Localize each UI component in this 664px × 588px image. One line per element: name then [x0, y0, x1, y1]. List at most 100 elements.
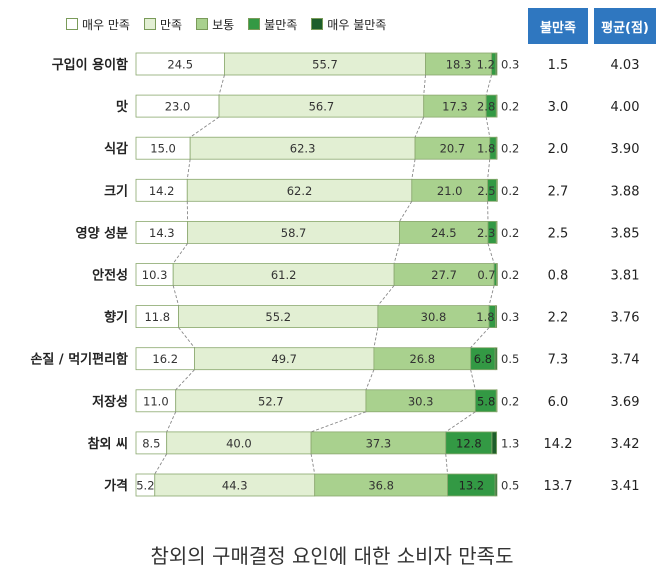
- data-label: 0.3: [501, 58, 519, 72]
- legend-item: 만족: [143, 16, 183, 33]
- bar-segment: [495, 305, 498, 329]
- legend-swatch: [143, 18, 156, 30]
- data-label: 61.2: [271, 268, 297, 282]
- chart-title: 참외의 구매결정 요인에 대한 소비자 만족도: [150, 544, 514, 568]
- bar-segment: [496, 263, 498, 286]
- connector-line: [485, 117, 491, 138]
- average-score-value: 4.00: [611, 100, 640, 115]
- dissatisfaction-value: 3.0: [548, 100, 569, 115]
- data-label: 0.7: [477, 268, 495, 282]
- data-label: 0.5: [501, 352, 519, 366]
- connector-line: [423, 74, 426, 96]
- category-label: 맛: [116, 99, 128, 115]
- bar-segment: [495, 52, 498, 76]
- bar-segment: [495, 94, 498, 118]
- data-label: 16.2: [152, 352, 178, 366]
- bar-segment: [495, 220, 498, 244]
- data-label: 58.7: [281, 226, 307, 240]
- data-label: 1.2: [477, 58, 495, 72]
- data-label: 1.3: [501, 436, 519, 450]
- data-label: 20.7: [440, 142, 466, 156]
- connector-line: [172, 285, 180, 306]
- category-label: 식감: [104, 141, 128, 157]
- bar-segment: [495, 389, 498, 413]
- legend-label: 불만족: [264, 17, 298, 32]
- dissatisfaction-value: 6.0: [548, 395, 569, 410]
- connector-line: [393, 243, 400, 264]
- legend-label: 매우 만족: [82, 17, 130, 32]
- legend-swatch: [196, 18, 209, 30]
- dissatisfaction-value: 2.5: [548, 226, 569, 241]
- data-label: 5.8: [477, 394, 495, 408]
- data-label: 1.8: [476, 310, 494, 324]
- average-score-value: 3.81: [611, 269, 640, 284]
- data-label: 24.5: [431, 226, 457, 240]
- category-label: 영양 성분: [76, 226, 128, 241]
- connector-line: [445, 411, 476, 433]
- legend-label: 만족: [159, 17, 183, 32]
- data-label: 1.8: [477, 142, 495, 156]
- connector-line: [487, 243, 495, 264]
- bar-segment: [495, 136, 498, 160]
- legend-label: 보통: [212, 17, 235, 32]
- data-label: 30.8: [421, 310, 447, 324]
- data-label: 0.2: [501, 226, 519, 240]
- connector-line: [487, 159, 491, 180]
- data-label: 55.7: [312, 58, 338, 72]
- data-label: 15.0: [150, 142, 176, 156]
- connector-line: [414, 116, 425, 138]
- category-label: 향기: [104, 310, 128, 326]
- data-label: 0.2: [501, 268, 519, 282]
- average-score-value: 3.74: [611, 353, 640, 368]
- connector-line: [175, 369, 195, 391]
- data-label: 11.8: [144, 310, 170, 324]
- legend-swatch: [248, 18, 261, 30]
- connector-line: [373, 327, 379, 348]
- data-label: 24.5: [167, 58, 193, 72]
- data-label: 0.2: [501, 100, 519, 114]
- stacked-bars: 24.5 55.7 18.3 1.2 0.3 23.0 56.7 17.3 2.8 0.2 15.0…: [135, 52, 519, 497]
- data-label: 12.8: [456, 436, 482, 450]
- legend-label: 매우 불만족: [327, 17, 387, 32]
- dissatisfaction-value: 2.2: [548, 311, 569, 326]
- connector-line: [485, 74, 493, 96]
- connector-lines: [154, 74, 495, 475]
- connector-line: [470, 369, 476, 390]
- data-label: 44.3: [222, 479, 248, 493]
- data-label: 2.5: [477, 184, 495, 198]
- dissatisfaction-value: 1.5: [548, 58, 569, 73]
- legend-item: 보통: [196, 16, 234, 33]
- connector-line: [470, 327, 490, 349]
- category-label: 구입이 용이함: [52, 57, 128, 73]
- average-score-value: 3.41: [611, 479, 640, 494]
- legend-swatch: [311, 18, 324, 30]
- connector-line: [186, 159, 191, 180]
- bar-segment: [491, 431, 498, 455]
- average-score-value: 3.76: [611, 311, 640, 326]
- connector-line: [411, 159, 416, 180]
- data-label: 21.0: [437, 184, 463, 198]
- data-label: 2.8: [477, 100, 495, 114]
- dissatisfaction-value: 2.0: [548, 142, 569, 157]
- data-label: 0.2: [501, 142, 519, 156]
- connector-line: [377, 285, 395, 306]
- data-label: 14.2: [149, 184, 175, 198]
- data-label: 56.7: [309, 100, 335, 114]
- data-label: 62.2: [287, 184, 313, 198]
- connector-line: [189, 116, 220, 138]
- category-label: 저장성: [92, 394, 128, 410]
- data-label: 2.3: [477, 226, 495, 240]
- data-label: 17.3: [442, 100, 468, 114]
- data-label: 27.7: [431, 268, 457, 282]
- data-label: 10.3: [142, 268, 168, 282]
- data-label: 8.5: [142, 436, 160, 450]
- connector-line: [310, 453, 316, 475]
- legend-item: 불만족: [248, 16, 297, 33]
- connector-line: [399, 201, 413, 222]
- connector-line: [172, 243, 188, 264]
- legend-swatch: [66, 18, 78, 30]
- data-label: 23.0: [165, 100, 191, 114]
- dissatisfaction-value: 2.7: [548, 184, 569, 199]
- legend: 매우 만족 만족 보통 불만족 매우 불만족: [66, 14, 400, 34]
